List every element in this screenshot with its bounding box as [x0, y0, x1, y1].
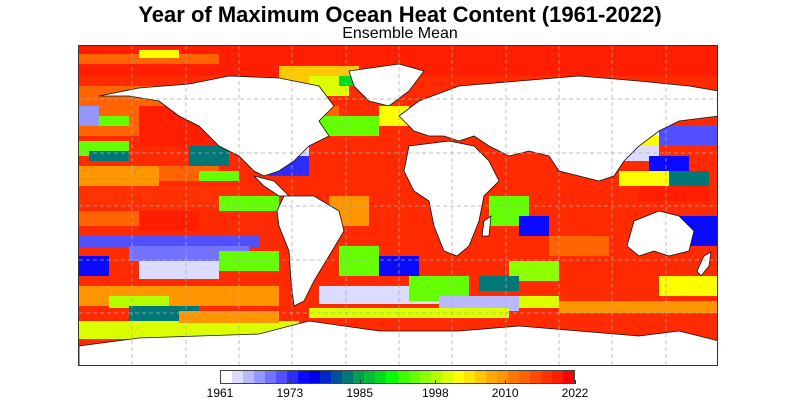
colorbar-tick-mark [435, 380, 437, 384]
colorbar-tick-label: 2010 [491, 386, 519, 400]
colorbar-segment [463, 371, 475, 383]
map-canvas [79, 46, 717, 365]
colorbar-segment [496, 371, 508, 383]
chart-title: Year of Maximum Ocean Heat Content (1961… [138, 2, 662, 27]
colorbar-tick-mark [289, 380, 291, 384]
colorbar-segment [320, 371, 332, 383]
world-map [78, 45, 718, 366]
colorbar-segment [276, 371, 288, 383]
colorbar-segment [386, 371, 398, 383]
colorbar-segment [419, 371, 431, 383]
colorbar-tick-mark [575, 380, 576, 384]
colorbar-segment [408, 371, 420, 383]
colorbar-tick-label: 1973 [276, 386, 304, 400]
colorbar-segment [540, 371, 552, 383]
colorbar-segment [529, 371, 541, 383]
colorbar-segment [243, 371, 255, 383]
colorbar-tick-mark [220, 380, 221, 384]
colorbar [220, 370, 575, 384]
colorbar-segment [331, 371, 343, 383]
colorbar-tick-label: 1998 [421, 386, 449, 400]
colorbar-segment [441, 371, 453, 383]
colorbar-segment [364, 371, 376, 383]
colorbar-tick-mark [359, 380, 361, 384]
colorbar-segment [430, 371, 442, 383]
colorbar-segment [485, 371, 497, 383]
grid-lines [79, 46, 717, 365]
colorbar-tick-label: 1985 [346, 386, 374, 400]
chart-subtitle: Ensemble Mean [342, 25, 458, 42]
colorbar-segment [232, 371, 244, 383]
colorbar-segment [353, 371, 365, 383]
colorbar-segment [221, 371, 233, 383]
colorbar-segment [397, 371, 409, 383]
colorbar-segment [375, 371, 387, 383]
colorbar-segment [309, 371, 321, 383]
colorbar-segment [265, 371, 277, 383]
colorbar-segment [287, 371, 299, 383]
colorbar-segment [507, 371, 519, 383]
colorbar-segment [298, 371, 310, 383]
land-masses [79, 63, 717, 365]
colorbar-segment [452, 371, 464, 383]
colorbar-segment [254, 371, 266, 383]
colorbar-tick-mark [505, 380, 507, 384]
colorbar-segment [562, 371, 574, 383]
colorbar-segment [342, 371, 354, 383]
colorbar-segment [474, 371, 486, 383]
colorbar-segment [518, 371, 530, 383]
colorbar-tick-label: 2022 [561, 386, 589, 400]
colorbar-tick-labels: 1961 1973 1985 1998 2010 2022 [0, 386, 800, 400]
colorbar-segment [551, 371, 563, 383]
colorbar-tick-label: 1961 [206, 386, 234, 400]
